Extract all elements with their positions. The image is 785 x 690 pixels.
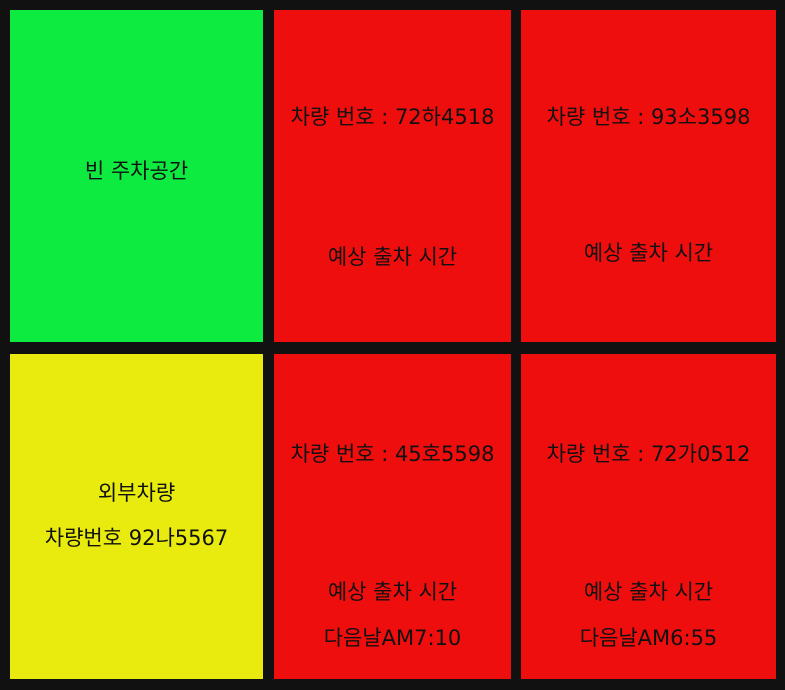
parking-spot-2[interactable]: 차량 번호 : 72하4518 예상 출차 시간 xyxy=(274,10,511,342)
parking-spot-1[interactable]: 빈 주차공간 xyxy=(10,10,263,342)
vehicle-plate: 차량 번호 : 93소3598 xyxy=(546,105,751,129)
exit-time-value: 다음날AM7:10 xyxy=(323,626,462,650)
exit-time-label: 예상 출차 시간 xyxy=(327,580,458,604)
exit-time-label: 예상 출차 시간 xyxy=(583,580,714,604)
parking-spot-3[interactable]: 차량 번호 : 93소3598 예상 출차 시간 xyxy=(521,10,776,342)
vehicle-plate: 차량번호 92나5567 xyxy=(44,526,229,550)
vehicle-plate: 차량 번호 : 45호5598 xyxy=(290,442,495,466)
exit-time-label: 예상 출차 시간 xyxy=(583,241,714,265)
vehicle-plate: 차량 번호 : 72가0512 xyxy=(546,442,751,466)
empty-spot-label: 빈 주차공간 xyxy=(84,159,189,183)
exit-time-value: 다음날AM6:55 xyxy=(579,626,718,650)
parking-spot-5[interactable]: 차량 번호 : 45호5598 예상 출차 시간 다음날AM7:10 xyxy=(274,354,511,679)
vehicle-plate: 차량 번호 : 72하4518 xyxy=(290,105,495,129)
parking-spot-6[interactable]: 차량 번호 : 72가0512 예상 출차 시간 다음날AM6:55 xyxy=(521,354,776,679)
parking-spot-4[interactable]: 외부차량 차량번호 92나5567 xyxy=(10,354,263,679)
external-vehicle-label: 외부차량 xyxy=(97,481,176,505)
exit-time-label: 예상 출차 시간 xyxy=(327,245,458,269)
